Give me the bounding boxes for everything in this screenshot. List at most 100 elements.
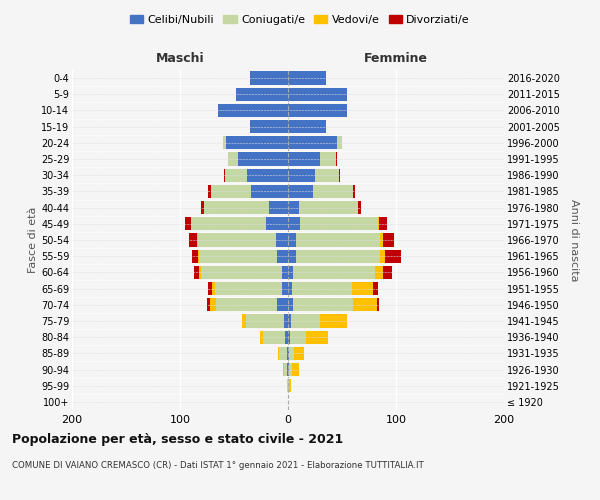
Bar [250, 72, 288, 85]
Bar [287, 379, 288, 392]
Bar [226, 168, 288, 182]
Bar [242, 314, 288, 328]
Bar [288, 298, 293, 312]
Bar [227, 152, 288, 166]
Bar [288, 266, 383, 279]
Bar [288, 72, 326, 85]
Bar [283, 363, 288, 376]
Bar [242, 314, 288, 328]
Bar [287, 363, 288, 376]
Bar [207, 298, 288, 312]
Bar [288, 104, 347, 117]
Bar [288, 185, 353, 198]
Legend: Celibi/Nubili, Coniugati/e, Vedovi/e, Divorziati/e: Celibi/Nubili, Coniugati/e, Vedovi/e, Di… [125, 10, 475, 29]
Bar [288, 72, 326, 85]
Bar [288, 72, 326, 85]
Bar [288, 168, 339, 182]
Bar [288, 104, 347, 117]
Bar [288, 152, 337, 166]
Bar [223, 136, 288, 149]
Bar [288, 379, 291, 392]
Bar [288, 120, 326, 134]
Bar [199, 234, 288, 246]
Bar [236, 88, 288, 101]
Bar [288, 234, 394, 246]
Bar [280, 346, 288, 360]
Bar [288, 120, 326, 134]
Bar [250, 120, 288, 134]
Bar [288, 136, 342, 149]
Bar [288, 88, 347, 101]
Bar [288, 168, 339, 182]
Bar [246, 314, 288, 328]
Bar [218, 104, 288, 117]
Bar [288, 298, 353, 312]
Bar [200, 266, 288, 279]
Bar [288, 88, 347, 101]
Bar [208, 282, 288, 295]
Bar [284, 363, 288, 376]
Bar [278, 346, 288, 360]
Bar [288, 330, 307, 344]
Bar [212, 282, 288, 295]
Text: COMUNE DI VAIANO CREMASCO (CR) - Dati ISTAT 1° gennaio 2021 - Elaborazione TUTTI: COMUNE DI VAIANO CREMASCO (CR) - Dati IS… [12, 460, 424, 469]
Bar [218, 104, 288, 117]
Bar [288, 346, 304, 360]
Bar [288, 282, 292, 295]
Bar [250, 72, 288, 85]
Bar [211, 185, 288, 198]
Text: Femmine: Femmine [364, 52, 428, 65]
Bar [227, 152, 288, 166]
Bar [191, 217, 288, 230]
Bar [288, 330, 328, 344]
Bar [288, 201, 358, 214]
Bar [223, 136, 288, 149]
Bar [288, 363, 289, 376]
Bar [287, 379, 288, 392]
Bar [288, 201, 299, 214]
Bar [199, 250, 288, 263]
Text: Popolazione per età, sesso e stato civile - 2021: Popolazione per età, sesso e stato civil… [12, 432, 343, 446]
Bar [210, 298, 288, 312]
Bar [288, 266, 392, 279]
Bar [288, 330, 328, 344]
Bar [250, 72, 288, 85]
Bar [288, 363, 299, 376]
Bar [288, 168, 340, 182]
Bar [288, 346, 304, 360]
Bar [281, 282, 288, 295]
Bar [288, 330, 290, 344]
Bar [287, 379, 288, 392]
Bar [288, 120, 326, 134]
Bar [185, 217, 288, 230]
Bar [224, 168, 288, 182]
Bar [191, 217, 288, 230]
Bar [204, 201, 288, 214]
Bar [288, 201, 361, 214]
Bar [288, 72, 326, 85]
Bar [250, 72, 288, 85]
Bar [238, 152, 288, 166]
Bar [288, 185, 353, 198]
Bar [250, 120, 288, 134]
Bar [288, 234, 380, 246]
Bar [281, 266, 288, 279]
Bar [288, 314, 291, 328]
Bar [260, 330, 288, 344]
Bar [283, 363, 288, 376]
Bar [288, 298, 379, 312]
Bar [236, 88, 288, 101]
Bar [288, 152, 335, 166]
Bar [250, 120, 288, 134]
Bar [288, 201, 358, 214]
Bar [236, 88, 288, 101]
Bar [277, 250, 288, 263]
Bar [288, 217, 379, 230]
Bar [204, 201, 288, 214]
Bar [266, 217, 288, 230]
Bar [199, 266, 288, 279]
Bar [288, 104, 347, 117]
Bar [288, 88, 347, 101]
Bar [288, 314, 347, 328]
Bar [192, 250, 288, 263]
